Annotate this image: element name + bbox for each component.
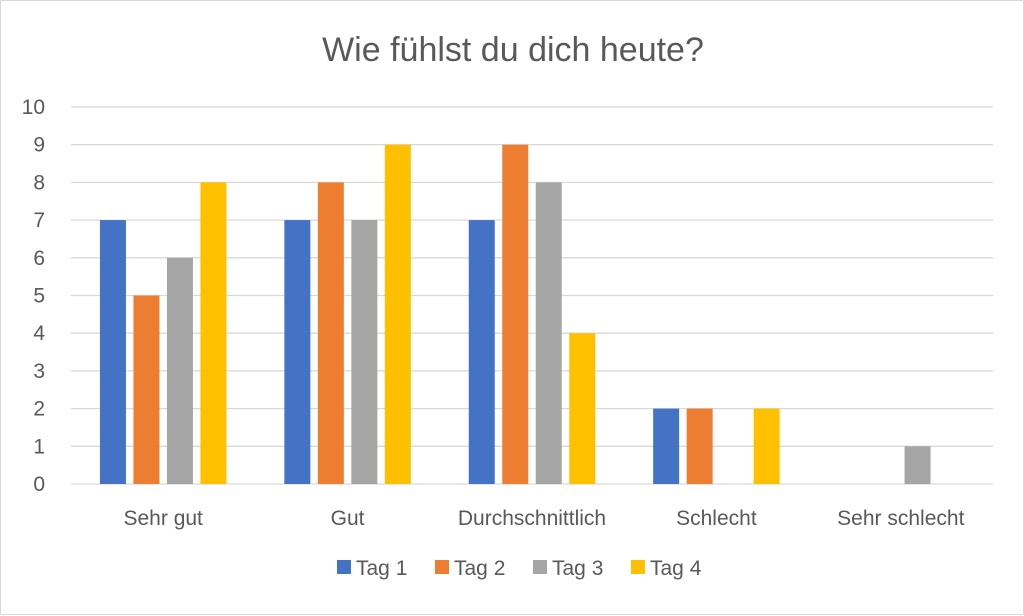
y-tick-label: 0 (33, 473, 45, 496)
x-category-label: Durchschnittlich (458, 507, 606, 530)
x-category-label: Gut (331, 507, 365, 530)
y-axis-ticks: 0 1 2 3 4 5 6 7 8 9 10 (22, 96, 46, 496)
chart-title: Wie fühlst du dich heute? (322, 31, 704, 69)
bar-tag-4-gut (384, 144, 411, 484)
y-tick-label: 5 (33, 285, 45, 308)
bar-tag-1-durchschnittlich (468, 220, 495, 484)
x-category-label: Sehr schlecht (837, 507, 964, 530)
y-tick-label: 1 (33, 435, 45, 458)
category-labels: Sehr gut Gut Durchschnittlich Schlecht Sehr … (124, 507, 965, 530)
x-category-label: Schlecht (676, 507, 757, 530)
bars (99, 144, 931, 484)
y-tick-label: 6 (33, 247, 45, 270)
bar-tag-1-schlecht (653, 408, 680, 484)
bar-tag-3-sehr-schlecht (904, 446, 931, 484)
bar-tag-3-sehr-gut (166, 257, 193, 484)
bar-tag-2-gut (317, 182, 344, 484)
bar-tag-4-sehr-gut (200, 182, 227, 484)
legend-swatch (533, 560, 547, 574)
legend-label: Tag 1 (356, 557, 407, 580)
legend-swatch (631, 560, 645, 574)
y-tick-label: 7 (33, 209, 45, 232)
x-category-label: Sehr gut (124, 507, 204, 530)
bar-tag-1-sehr-gut (99, 220, 126, 484)
legend-label: Tag 2 (454, 557, 505, 580)
bar-tag-1-gut (284, 220, 311, 484)
bar-tag-3-durchschnittlich (535, 182, 562, 484)
bar-tag-4-durchschnittlich (569, 333, 596, 484)
legend-swatch (337, 560, 351, 574)
y-tick-label: 4 (33, 322, 45, 345)
bar-tag-3-gut (351, 220, 378, 484)
y-tick-label: 2 (33, 398, 45, 421)
y-tick-label: 10 (22, 96, 45, 119)
y-tick-label: 9 (33, 134, 45, 157)
y-tick-label: 8 (33, 171, 45, 194)
legend-swatch (435, 560, 449, 574)
bar-tag-2-durchschnittlich (502, 144, 529, 484)
bar-tag-2-schlecht (686, 408, 713, 484)
bar-tag-4-schlecht (753, 408, 780, 484)
legend-label: Tag 3 (552, 557, 603, 580)
bar-tag-2-sehr-gut (133, 295, 160, 484)
y-tick-label: 3 (33, 360, 45, 383)
legend: Tag 1 Tag 2 Tag 3 Tag 4 (337, 557, 702, 580)
legend-label: Tag 4 (650, 557, 702, 580)
